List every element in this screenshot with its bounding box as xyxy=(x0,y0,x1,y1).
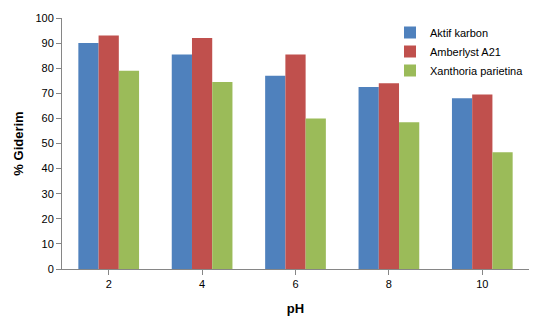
svg-text:4: 4 xyxy=(199,278,205,290)
svg-text:10: 10 xyxy=(476,278,488,290)
svg-text:40: 40 xyxy=(42,162,54,174)
svg-text:50: 50 xyxy=(42,137,54,149)
svg-text:8: 8 xyxy=(386,278,392,290)
svg-text:30: 30 xyxy=(42,188,54,200)
svg-text:Aktif karbon: Aktif karbon xyxy=(430,27,488,39)
svg-text:pH: pH xyxy=(287,301,304,316)
svg-text:0: 0 xyxy=(48,263,54,275)
svg-text:90: 90 xyxy=(42,37,54,49)
svg-text:2: 2 xyxy=(106,278,112,290)
svg-text:80: 80 xyxy=(42,62,54,74)
svg-text:20: 20 xyxy=(42,213,54,225)
svg-text:Xanthoria parietina: Xanthoria parietina xyxy=(430,65,523,77)
svg-text:Amberlyst A21: Amberlyst A21 xyxy=(430,46,501,58)
svg-text:% Giderim: % Giderim xyxy=(11,111,26,175)
svg-text:6: 6 xyxy=(292,278,298,290)
svg-text:100: 100 xyxy=(35,12,53,24)
svg-text:70: 70 xyxy=(42,87,54,99)
svg-text:10: 10 xyxy=(42,238,54,250)
svg-text:60: 60 xyxy=(42,112,54,124)
